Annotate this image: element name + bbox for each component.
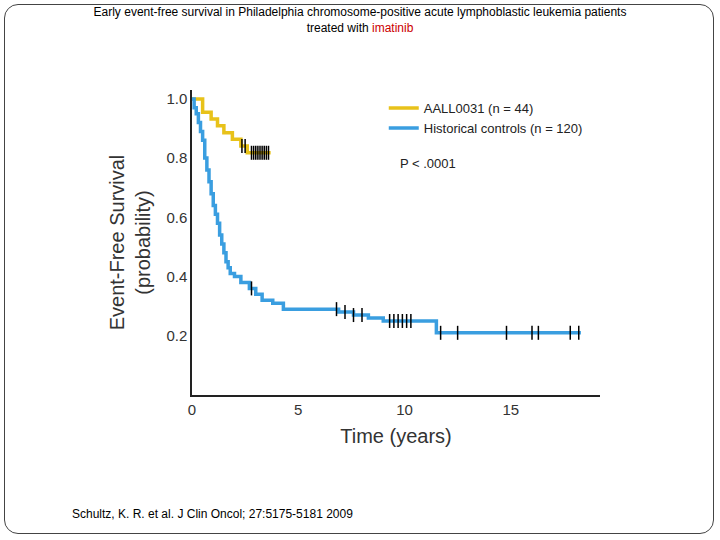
- svg-text:15: 15: [502, 401, 519, 418]
- svg-text:0.6: 0.6: [166, 209, 187, 226]
- svg-text:Time (years): Time (years): [340, 425, 451, 447]
- svg-text:0: 0: [188, 401, 196, 418]
- svg-text:Schultz, K. R. et al. J Clin O: Schultz, K. R. et al. J Clin Oncol; 27:5…: [72, 507, 353, 521]
- svg-text:10: 10: [396, 401, 413, 418]
- svg-text:0.4: 0.4: [166, 268, 187, 285]
- svg-text:5: 5: [294, 401, 302, 418]
- svg-text:P < .0001: P < .0001: [400, 156, 456, 171]
- svg-text:Historical controls (n = 120): Historical controls (n = 120): [424, 121, 583, 136]
- svg-text:Early event-free survival in P: Early event-free survival in Philadelphi…: [94, 5, 627, 35]
- svg-text:AALL0031 (n = 44): AALL0031 (n = 44): [424, 101, 534, 116]
- svg-text:0.2: 0.2: [166, 327, 187, 344]
- svg-text:0.8: 0.8: [166, 149, 187, 166]
- svg-text:Event-Free Survival(probabilit: Event-Free Survival(probability): [106, 155, 154, 331]
- svg-text:1.0: 1.0: [166, 90, 187, 107]
